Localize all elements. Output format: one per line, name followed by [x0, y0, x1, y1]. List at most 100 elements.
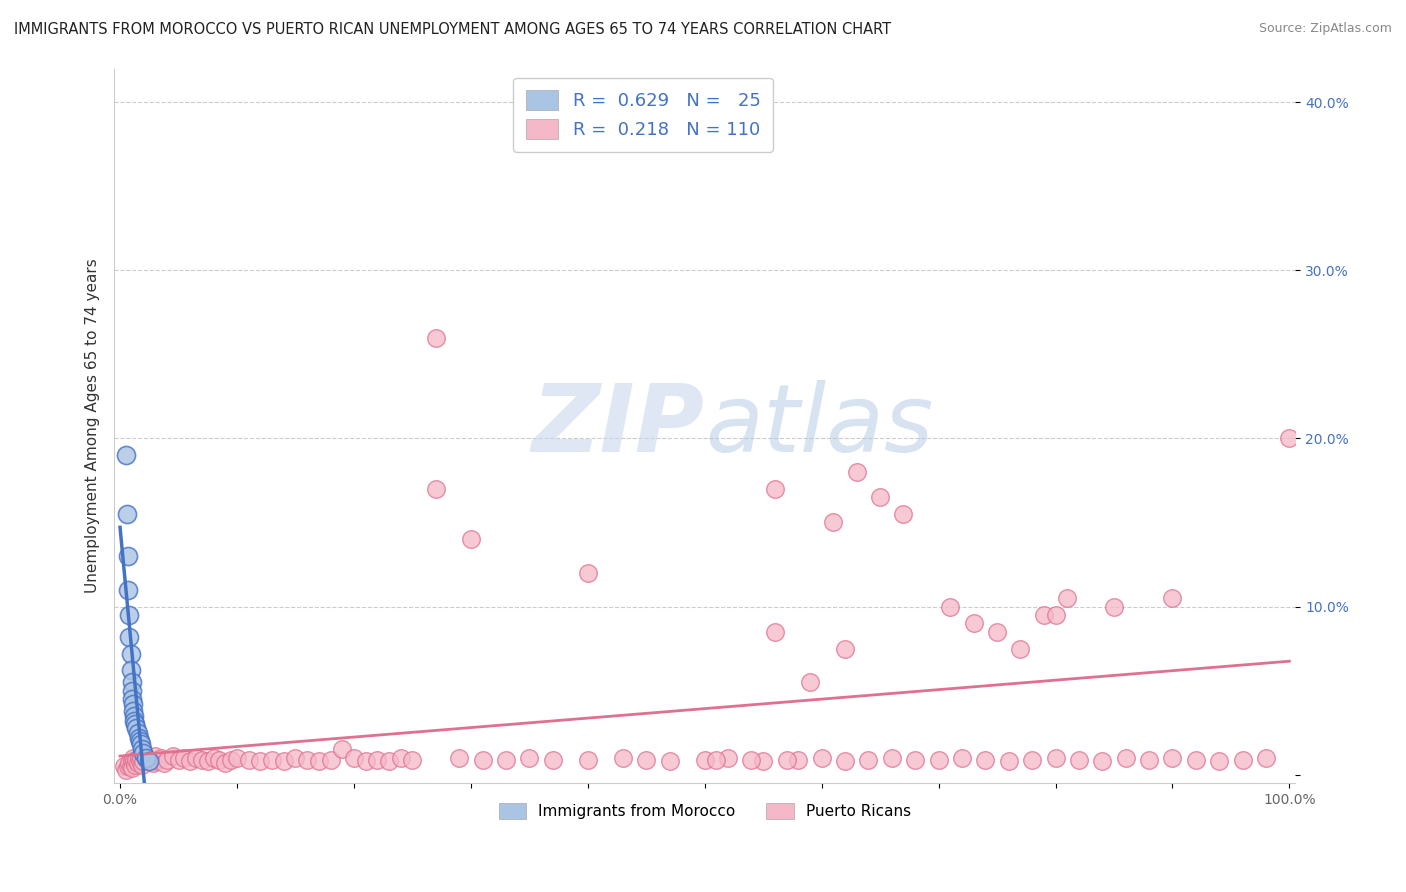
Point	[146, 754, 169, 768]
Point	[238, 752, 260, 766]
Point	[273, 754, 295, 768]
Point	[129, 737, 152, 751]
Point	[939, 599, 962, 614]
Text: atlas: atlas	[704, 380, 934, 471]
Point	[893, 507, 915, 521]
Point	[425, 482, 447, 496]
Point	[128, 731, 150, 745]
Point	[834, 641, 856, 656]
Point	[1185, 752, 1208, 766]
Point	[202, 751, 225, 765]
Point	[1021, 752, 1043, 766]
Point	[122, 751, 145, 765]
Point	[823, 516, 845, 530]
Point	[950, 751, 973, 765]
Point	[219, 752, 242, 766]
Point	[138, 752, 160, 766]
Point	[249, 754, 271, 768]
Point	[112, 759, 135, 773]
Point	[308, 754, 330, 768]
Point	[284, 751, 307, 765]
Point	[121, 675, 143, 690]
Legend: Immigrants from Morocco, Puerto Ricans: Immigrants from Morocco, Puerto Ricans	[492, 797, 917, 825]
Point	[787, 752, 810, 766]
Point	[799, 675, 821, 690]
Point	[149, 751, 172, 765]
Point	[858, 752, 880, 766]
Point	[775, 752, 797, 766]
Point	[260, 752, 283, 766]
Text: IMMIGRANTS FROM MOROCCO VS PUERTO RICAN UNEMPLOYMENT AMONG AGES 65 TO 74 YEARS C: IMMIGRANTS FROM MOROCCO VS PUERTO RICAN …	[14, 22, 891, 37]
Point	[330, 742, 353, 756]
Point	[962, 616, 984, 631]
Point	[138, 754, 160, 768]
Point	[1208, 754, 1230, 768]
Point	[125, 752, 148, 766]
Point	[1278, 431, 1301, 445]
Point	[1161, 591, 1184, 606]
Point	[717, 751, 740, 765]
Point	[118, 756, 141, 770]
Point	[129, 751, 152, 765]
Point	[153, 756, 176, 770]
Point	[122, 697, 145, 711]
Point	[763, 482, 786, 496]
Point	[1102, 599, 1125, 614]
Point	[208, 752, 231, 766]
Point	[612, 751, 634, 765]
Point	[117, 582, 139, 597]
Point	[124, 717, 146, 731]
Point	[115, 448, 138, 462]
Point	[184, 751, 207, 765]
Point	[118, 630, 141, 644]
Y-axis label: Unemployment Among Ages 65 to 74 years: Unemployment Among Ages 65 to 74 years	[86, 259, 100, 593]
Point	[460, 533, 482, 547]
Point	[1032, 607, 1054, 622]
Point	[425, 330, 447, 344]
Text: Source: ZipAtlas.com: Source: ZipAtlas.com	[1258, 22, 1392, 36]
Point	[763, 624, 786, 639]
Point	[1161, 751, 1184, 765]
Point	[904, 752, 927, 766]
Point	[693, 752, 716, 766]
Point	[1067, 752, 1090, 766]
Point	[131, 742, 153, 756]
Point	[541, 752, 564, 766]
Point	[997, 754, 1019, 768]
Point	[135, 751, 157, 765]
Point	[378, 754, 401, 768]
Point	[173, 751, 195, 765]
Point	[517, 751, 540, 765]
Point	[122, 754, 145, 768]
Point	[162, 749, 184, 764]
Point	[191, 752, 214, 766]
Point	[1232, 752, 1254, 766]
Point	[121, 683, 143, 698]
Point	[845, 465, 868, 479]
Point	[401, 752, 423, 766]
Point	[117, 549, 139, 563]
Point	[1045, 751, 1067, 765]
Point	[389, 751, 412, 765]
Point	[986, 624, 1008, 639]
Point	[214, 756, 236, 770]
Point	[121, 692, 143, 706]
Text: ZIP: ZIP	[531, 380, 704, 472]
Point	[658, 754, 681, 768]
Point	[880, 751, 903, 765]
Point	[131, 757, 153, 772]
Point	[167, 752, 190, 766]
Point	[869, 490, 891, 504]
Point	[928, 752, 950, 766]
Point	[128, 751, 150, 765]
Point	[124, 757, 146, 772]
Point	[576, 566, 599, 580]
Point	[121, 761, 143, 775]
Point	[197, 754, 219, 768]
Point	[125, 721, 148, 735]
Point	[449, 751, 471, 765]
Point	[117, 759, 139, 773]
Point	[1056, 591, 1078, 606]
Point	[132, 746, 155, 760]
Point	[115, 763, 138, 777]
